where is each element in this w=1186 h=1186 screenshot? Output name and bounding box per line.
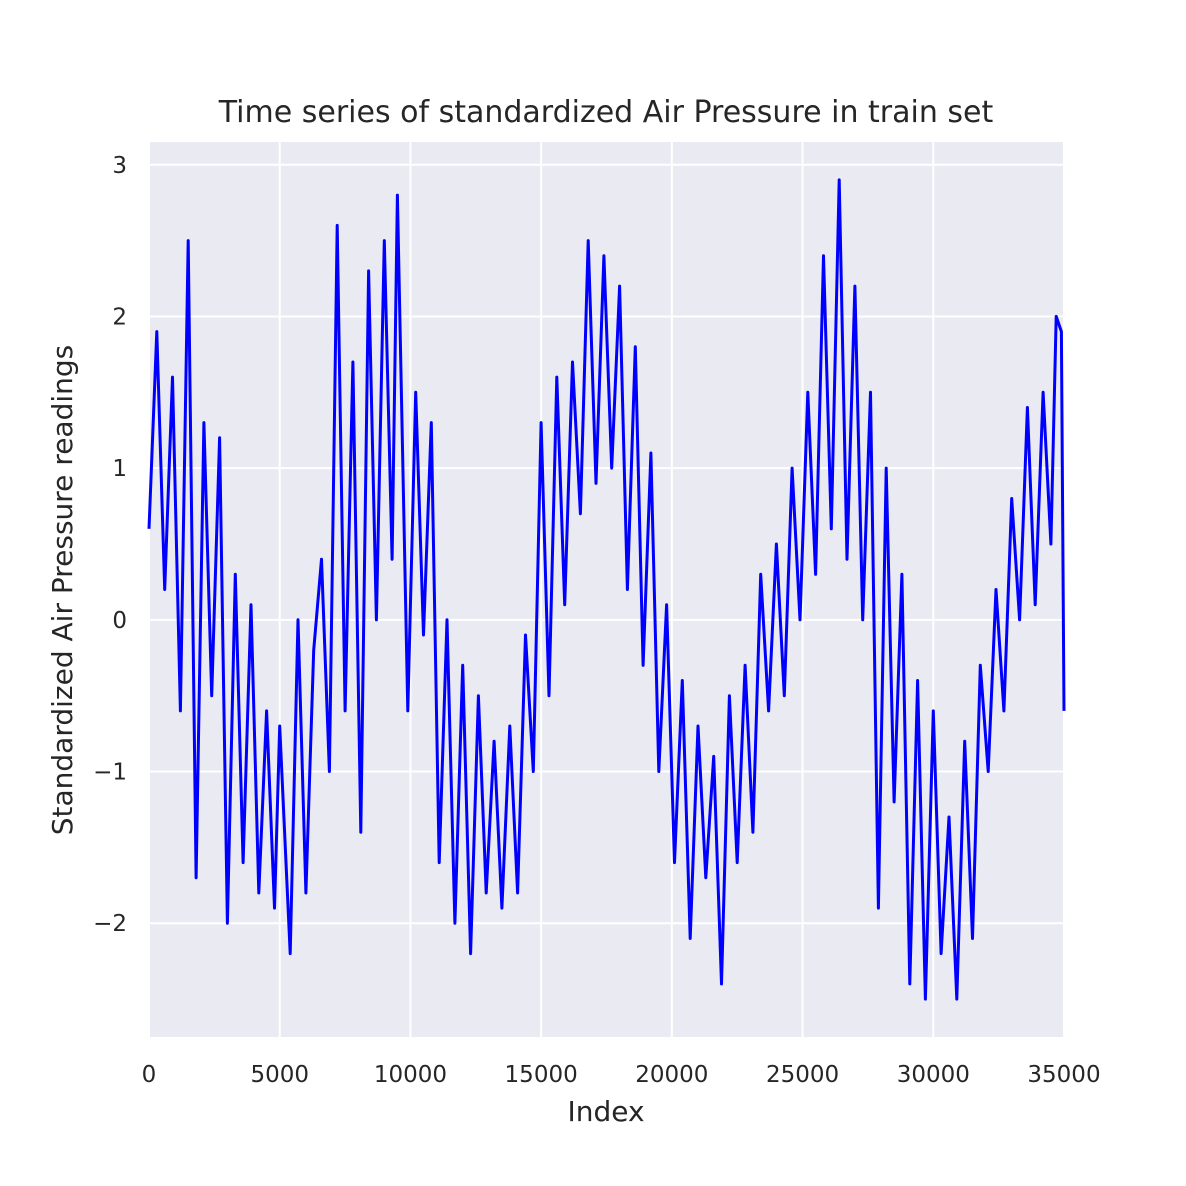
x-axis-label: Index: [567, 1095, 644, 1128]
y-axis-label: Standardized Air Pressure readings: [46, 345, 79, 836]
x-tick-label: 10000: [374, 1062, 447, 1088]
chart-title: Time series of standardized Air Pressure…: [218, 95, 994, 130]
y-tick-label: 1: [112, 456, 127, 482]
x-tick-label: 30000: [897, 1062, 970, 1088]
series-line: [147, 178, 1066, 1001]
series-layer: [147, 178, 1066, 1001]
x-axis-ticks: 0 5000 10000 15000 20000 25000 30000 35000: [142, 1062, 1101, 1088]
y-tick-label: 0: [112, 608, 127, 634]
y-tick-label: −2: [93, 911, 127, 937]
y-tick-label: 3: [112, 153, 127, 179]
y-tick-label: −1: [93, 760, 127, 786]
x-tick-label: 0: [142, 1062, 157, 1088]
y-axis-ticks: −2 −1 0 1 2 3: [93, 153, 127, 937]
x-tick-label: 15000: [505, 1062, 578, 1088]
x-tick-label: 20000: [635, 1062, 708, 1088]
x-tick-label: 5000: [250, 1062, 309, 1088]
x-tick-label: 25000: [766, 1062, 839, 1088]
x-tick-label: 35000: [1027, 1062, 1100, 1088]
y-tick-label: 2: [112, 304, 127, 330]
